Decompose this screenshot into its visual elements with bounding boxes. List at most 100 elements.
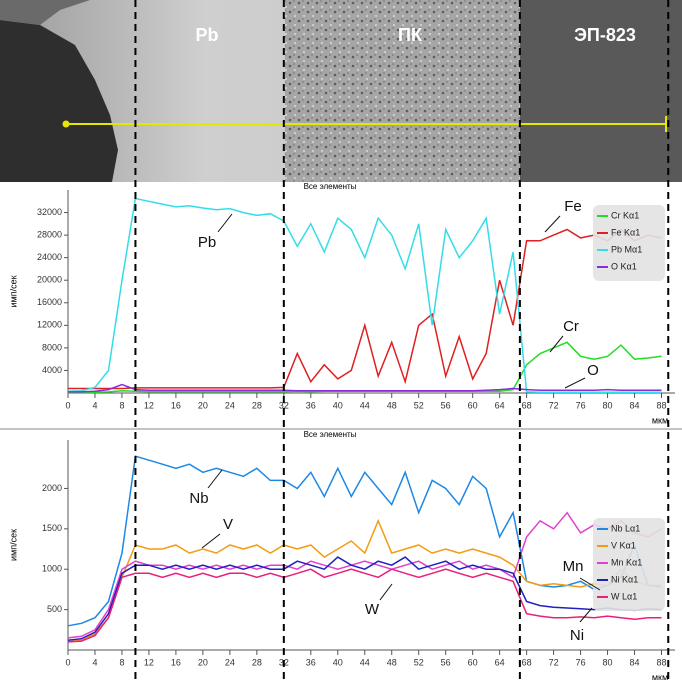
- data-line: [67, 518, 662, 643]
- y-tick-label: 4000: [42, 365, 62, 375]
- legend-label: W Lα1: [611, 591, 637, 601]
- legend-label: Cr Kα1: [611, 210, 639, 220]
- legend-label: Fe Kα1: [611, 227, 640, 237]
- x-tick-label: 76: [576, 657, 586, 667]
- annotation-leader: [564, 377, 586, 389]
- y-axis-label: имп/сек: [8, 275, 18, 307]
- y-axis-label: имп/сек: [8, 529, 18, 561]
- chart-title: Все элементы: [304, 430, 357, 439]
- x-tick-label: 8: [119, 400, 124, 410]
- annotation-leader: [201, 533, 221, 549]
- x-tick-label: 28: [252, 400, 262, 410]
- x-tick-label: 32: [279, 400, 289, 410]
- data-line: [67, 568, 662, 643]
- x-tick-label: 80: [603, 657, 613, 667]
- x-tick-label: 0: [65, 400, 70, 410]
- region-label: ЭП-823: [574, 25, 636, 45]
- x-tick-label: 8: [119, 657, 124, 667]
- y-tick-label: 8000: [42, 342, 62, 352]
- x-tick-label: 12: [144, 657, 154, 667]
- x-tick-label: 24: [225, 657, 235, 667]
- legend-label: V Kα1: [611, 540, 636, 550]
- x-tick-label: 40: [333, 657, 343, 667]
- x-tick-label: 88: [657, 657, 667, 667]
- x-tick-label: 76: [576, 400, 586, 410]
- x-tick-label: 48: [387, 400, 397, 410]
- x-tick-label: 52: [414, 400, 424, 410]
- y-tick-label: 16000: [37, 297, 62, 307]
- x-tick-label: 60: [468, 657, 478, 667]
- x-tick-label: 40: [333, 400, 343, 410]
- y-tick-label: 500: [47, 604, 62, 614]
- x-tick-label: 84: [630, 400, 640, 410]
- x-tick-label: 16: [171, 400, 181, 410]
- x-tick-label: 68: [522, 657, 532, 667]
- x-axis-label: мкм: [652, 672, 668, 680]
- plot-background: [0, 431, 682, 680]
- y-tick-label: 1000: [42, 564, 62, 574]
- legend-label: Pb Mα1: [611, 244, 642, 254]
- annotation: W: [365, 601, 380, 618]
- y-tick-label: 1500: [42, 523, 62, 533]
- x-tick-label: 88: [657, 400, 667, 410]
- annotation: O: [587, 362, 599, 379]
- legend: [593, 205, 665, 281]
- region-label: Pb: [195, 25, 218, 45]
- annotation: V: [223, 516, 233, 533]
- x-tick-label: 20: [198, 657, 208, 667]
- x-tick-label: 24: [225, 400, 235, 410]
- x-tick-label: 44: [360, 400, 370, 410]
- x-tick-label: 36: [306, 657, 316, 667]
- x-tick-label: 56: [441, 400, 451, 410]
- x-tick-label: 64: [495, 400, 505, 410]
- x-tick-label: 44: [360, 657, 370, 667]
- annotation: Pb: [198, 234, 216, 251]
- annotation-leader: [544, 215, 561, 233]
- y-tick-label: 28000: [37, 229, 62, 239]
- data-line: [68, 383, 662, 393]
- data-line: [67, 511, 662, 639]
- x-tick-label: 52: [414, 657, 424, 667]
- x-tick-label: 28: [252, 657, 262, 667]
- y-tick-label: 12000: [37, 320, 62, 330]
- x-tick-label: 72: [549, 400, 559, 410]
- y-tick-label: 20000: [37, 275, 62, 285]
- annotation: Fe: [564, 198, 582, 215]
- annotation-leader: [579, 577, 601, 591]
- annotation: Mn: [563, 558, 584, 575]
- data-line: [67, 556, 662, 642]
- x-tick-label: 68: [522, 400, 532, 410]
- legend: [593, 518, 665, 611]
- x-tick-label: 36: [306, 400, 316, 410]
- x-tick-label: 4: [92, 400, 97, 410]
- x-tick-label: 12: [144, 400, 154, 410]
- legend-label: Ni Kα1: [611, 574, 638, 584]
- legend-label: Nb Lα1: [611, 523, 640, 533]
- annotation: Ni: [570, 627, 584, 644]
- y-tick-label: 2000: [42, 483, 62, 493]
- x-tick-label: 56: [441, 657, 451, 667]
- plot-background: [0, 183, 682, 423]
- data-line: [68, 228, 662, 390]
- x-axis-label: мкм: [652, 415, 668, 425]
- x-tick-label: 64: [495, 657, 505, 667]
- x-tick-label: 20: [198, 400, 208, 410]
- annotation-leader: [207, 469, 223, 489]
- x-tick-label: 48: [387, 657, 397, 667]
- data-line: [67, 455, 662, 627]
- annotation-leader: [579, 607, 593, 623]
- annotation-leader: [217, 213, 233, 233]
- micrograph: Pb ПК ЭП-823: [0, 0, 682, 182]
- x-tick-label: 80: [603, 400, 613, 410]
- x-tick-label: 60: [468, 400, 478, 410]
- annotation: Cr: [563, 318, 579, 335]
- chart-title: Все элементы: [304, 182, 357, 191]
- data-line: [67, 197, 662, 393]
- x-tick-label: 84: [630, 657, 640, 667]
- x-tick-label: 0: [65, 657, 70, 667]
- region-label: ПК: [398, 25, 423, 45]
- legend-label: O Kα1: [611, 261, 637, 271]
- annotation-leader: [379, 583, 393, 601]
- x-tick-label: 4: [92, 657, 97, 667]
